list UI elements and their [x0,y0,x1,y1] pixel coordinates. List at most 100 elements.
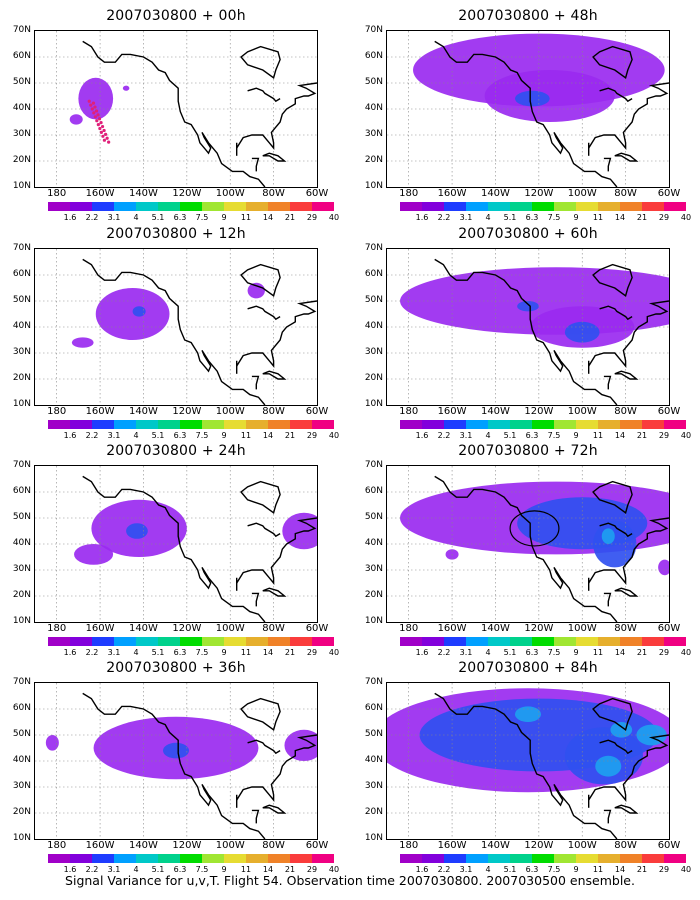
map-panel: 2007030800 + 36h 70N 60N 50N 40N 30N 20N 10N 180… [0,660,340,875]
variance-contour [517,301,539,312]
colorbar-swatch [532,854,554,863]
lon-tick-label: 160W [85,188,115,199]
map-plot-area [34,248,318,406]
coastline [588,517,669,586]
lon-tick-label: 100W [215,623,245,634]
lat-tick-label: 10N [12,399,31,409]
map-plot-area [386,465,670,623]
map-panel: 2007030800 + 72h 70N 60N 50N 40N 30N 20N 10N 180… [352,443,692,658]
lon-tick-label: 180 [399,840,419,851]
colorbar-label: 3.1 [459,431,473,440]
coastline [592,480,633,514]
flight-track-point [93,105,97,109]
colorbar-label: 21 [636,865,648,874]
variance-contour [74,544,114,565]
lon-tick-label: 80W [614,406,637,417]
colorbar-swatch [576,854,598,863]
colorbar-swatch [224,854,246,863]
lon-tick-label: 140W [480,623,510,634]
lat-tick-label: 10N [12,181,31,191]
colorbar-label: 2.2 [85,648,99,657]
lon-tick-label: 80W [614,623,637,634]
colorbar-swatch [598,420,620,429]
colorbar-label: 11 [592,865,604,874]
lat-tick-label: 30N [12,129,31,139]
colorbar-swatch [246,637,268,646]
coastline [434,258,618,405]
lon-tick-label: 160W [437,623,467,634]
colorbar-swatch [92,420,114,429]
colorbar-swatch [92,637,114,646]
panel-title: 2007030800 + 72h [458,443,598,459]
colorbar-swatch [268,202,290,211]
lat-tick-label: 60N [12,51,31,61]
colorbar-label: 14 [614,865,626,874]
variance-contour [45,735,59,751]
coastline [240,263,281,297]
lat-tick-label: 20N [364,155,383,165]
lat-tick-label: 30N [12,564,31,574]
lon-tick-label: 100W [567,623,597,634]
variance-contour [601,528,615,544]
colorbar-swatch [224,420,246,429]
colorbar-label: 7.5 [547,648,561,657]
colorbar-label: 6.3 [525,213,539,222]
coastline [614,370,639,380]
flight-track-point [99,130,103,134]
coastline [236,734,317,803]
colorbar-label: 7.5 [547,431,561,440]
colorbar-label: 14 [262,648,274,657]
colorbar-swatch [444,420,466,429]
colorbar-swatch [48,637,70,646]
colorbar-label: 6.3 [173,648,187,657]
coastline [592,263,633,297]
figure-caption: Signal Variance for u,v,T. Flight 54. Ob… [65,873,635,888]
colorbar-swatch [290,637,312,646]
colorbar-swatch [246,854,268,863]
colorbar-swatch [488,854,510,863]
lat-tick-label: 60N [12,269,31,279]
lat-tick-label: 70N [364,460,383,470]
coastline [434,475,618,622]
colorbar-swatch [312,854,334,863]
lon-tick-label: 100W [215,840,245,851]
colorbar-swatch [510,202,532,211]
lon-tick-label: 140W [128,840,158,851]
colorbar-label: 6.3 [173,865,187,874]
colorbar-swatch [532,202,554,211]
colorbar-swatch [136,637,158,646]
lat-tick-label: 50N [12,295,31,305]
map-canvas [35,31,317,187]
colorbar-label: 3.1 [107,865,121,874]
colorbar-swatch [422,202,444,211]
map-canvas [387,31,669,187]
lon-tick-label: 160W [437,840,467,851]
colorbar-label: 14 [614,648,626,657]
colorbar-swatch [268,420,290,429]
map-canvas [387,466,669,622]
map-plot-area [34,465,318,623]
lon-tick-label: 60W [305,623,329,634]
colorbar-label: 4 [485,213,491,222]
coastline [82,258,266,405]
panel-title: 2007030800 + 48h [458,8,598,24]
colorbar-label: 5.1 [151,648,165,657]
colorbar-swatch [620,202,642,211]
colorbar-label: 40 [328,431,340,440]
lat-tick-label: 40N [364,538,383,548]
colorbar-label: 21 [284,213,296,222]
colorbar-label: 2.2 [437,213,451,222]
coastline [603,592,612,607]
map-panel: 2007030800 + 12h 70N 60N 50N 40N 30N 20N 10N 180… [0,226,340,441]
lat-tick-label: 10N [12,616,31,626]
lon-tick-label: 100W [215,188,245,199]
colorbar-label: 21 [284,865,296,874]
variance-contour [595,755,622,777]
colorbar-swatch [576,420,598,429]
colorbar-label: 40 [328,865,340,874]
panel-title: 2007030800 + 12h [106,226,246,242]
flight-track-point [89,103,93,107]
colorbar-label: 11 [592,213,604,222]
colorbar-label: 5.1 [503,431,517,440]
coastline [240,480,281,514]
